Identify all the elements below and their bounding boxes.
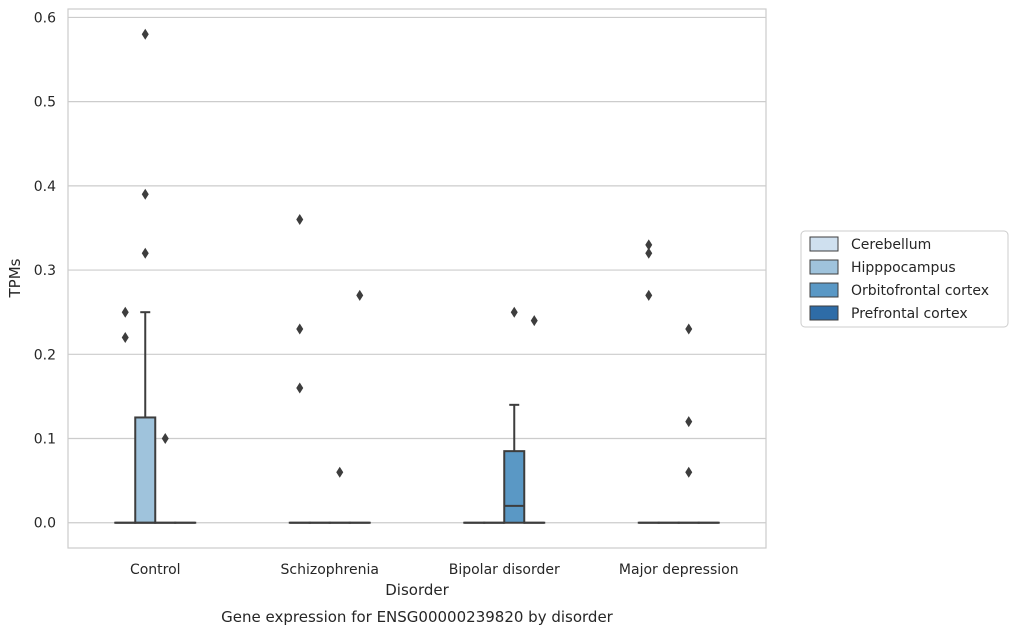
legend-label: Hipppocampus <box>851 260 956 276</box>
outlier-point <box>296 214 304 226</box>
grid-lines <box>68 16 766 524</box>
x-tick-label: Schizophrenia <box>281 562 379 578</box>
outlier-point <box>141 247 149 259</box>
outlier-point <box>141 188 149 200</box>
y-tick-label: 0.6 <box>34 10 56 26</box>
outlier-point <box>141 28 149 40</box>
legend-swatch <box>809 236 839 252</box>
y-tick-label: 0.0 <box>34 516 56 532</box>
chart-caption: Gene expression for ENSG00000239820 by d… <box>221 608 614 626</box>
outlier-point <box>121 331 129 343</box>
x-axis-ticks: Control Schizophrenia Bipolar disorder Majo… <box>130 562 739 578</box>
outlier-point <box>336 466 344 478</box>
y-axis-ticks: 0.0 0.1 0.2 0.3 0.4 0.5 0.6 <box>34 10 56 531</box>
legend-swatch <box>809 282 839 298</box>
outlier-point <box>685 466 693 478</box>
box-body <box>134 416 157 524</box>
outlier-point <box>121 306 129 318</box>
legend-frame <box>800 230 1009 328</box>
y-tick-label: 0.2 <box>34 347 56 363</box>
box-body <box>503 450 526 524</box>
legend-swatch <box>809 259 839 275</box>
outlier-point <box>356 289 364 301</box>
outlier-markers <box>121 28 693 478</box>
outlier-point <box>685 323 693 335</box>
legend-label: Orbitofrontal cortex <box>851 283 989 299</box>
legend-label: Prefrontal cortex <box>851 306 968 322</box>
x-axis-title: Disorder <box>385 581 449 599</box>
box-orbitofrontal-cortex <box>503 403 526 524</box>
y-tick-label: 0.5 <box>34 95 56 111</box>
outlier-point <box>530 315 538 327</box>
outlier-point <box>510 306 518 318</box>
outlier-point <box>645 289 653 301</box>
box-hipppocampus <box>134 311 157 524</box>
x-tick-label: Major depression <box>619 562 739 578</box>
outlier-point <box>645 239 653 251</box>
outlier-point <box>161 433 169 445</box>
outlier-point <box>296 382 304 394</box>
outlier-point <box>645 247 653 259</box>
y-tick-label: 0.3 <box>34 263 56 279</box>
y-tick-label: 0.4 <box>34 179 56 195</box>
y-axis-title: TPMs <box>6 258 24 298</box>
outlier-point <box>296 323 304 335</box>
legend-swatch <box>809 305 839 321</box>
y-tick-label: 0.1 <box>34 432 56 448</box>
legend: Cerebellum Hipppocampus Orbitofrontal cort… <box>800 230 1009 328</box>
outlier-point <box>685 416 693 428</box>
plot-area-frame <box>67 8 767 549</box>
legend-label: Cerebellum <box>851 237 931 253</box>
box-series <box>114 311 720 524</box>
x-tick-label: Bipolar disorder <box>449 562 560 578</box>
x-tick-label: Control <box>130 562 181 578</box>
